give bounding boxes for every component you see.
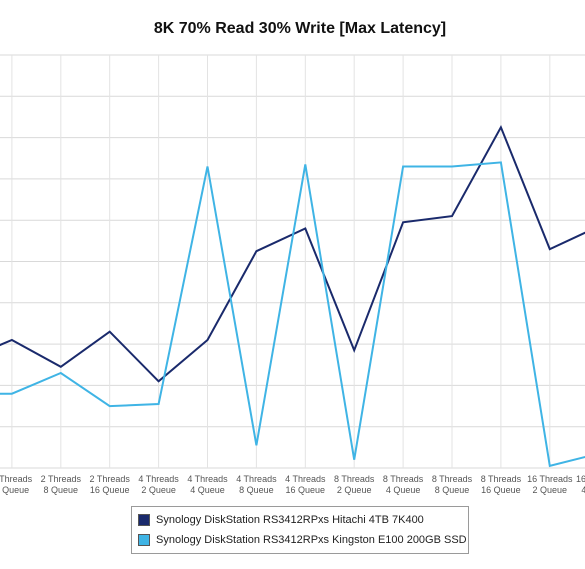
- legend: Synology DiskStation RS3412RPxs Hitachi …: [131, 506, 469, 554]
- legend-item-kingston: Synology DiskStation RS3412RPxs Kingston…: [138, 530, 468, 550]
- chart-title: 8K 70% Read 30% Write [Max Latency]: [153, 20, 447, 37]
- legend-swatch-kingston: [138, 534, 150, 546]
- legend-label-kingston: Synology DiskStation RS3412RPxs Kingston…: [156, 534, 467, 546]
- legend-item-hitachi: Synology DiskStation RS3412RPxs Hitachi …: [138, 510, 468, 530]
- series-line-kingston: [0, 161, 585, 468]
- x-tick-label: 2 Threads 8 Queue: [41, 474, 82, 495]
- x-tick-label: 4 Threads 16 Queue: [285, 474, 326, 495]
- x-tick-label: 4 Threads 8 Queue: [236, 474, 277, 495]
- x-tick-label: 2 Threads 16 Queue: [90, 474, 131, 495]
- x-tick-label: 8 Threads 16 Queue: [481, 474, 522, 495]
- x-tick-label: 4 Threads 2 Queue: [138, 474, 179, 495]
- series-line-hitachi: [0, 124, 585, 383]
- x-tick-label: 4 Threads 4 Queue: [187, 474, 228, 495]
- x-tick-label: 16 Threads 2 Queue: [527, 474, 573, 495]
- legend-label-hitachi: Synology DiskStation RS3412RPxs Hitachi …: [156, 514, 424, 526]
- legend-swatch-hitachi: [138, 514, 150, 526]
- x-tick-label: 8 Threads 8 Queue: [432, 474, 473, 495]
- x-tick-label: 8 Threads 4 Queue: [383, 474, 424, 495]
- x-tick-label: 8 Threads 2 Queue: [334, 474, 375, 495]
